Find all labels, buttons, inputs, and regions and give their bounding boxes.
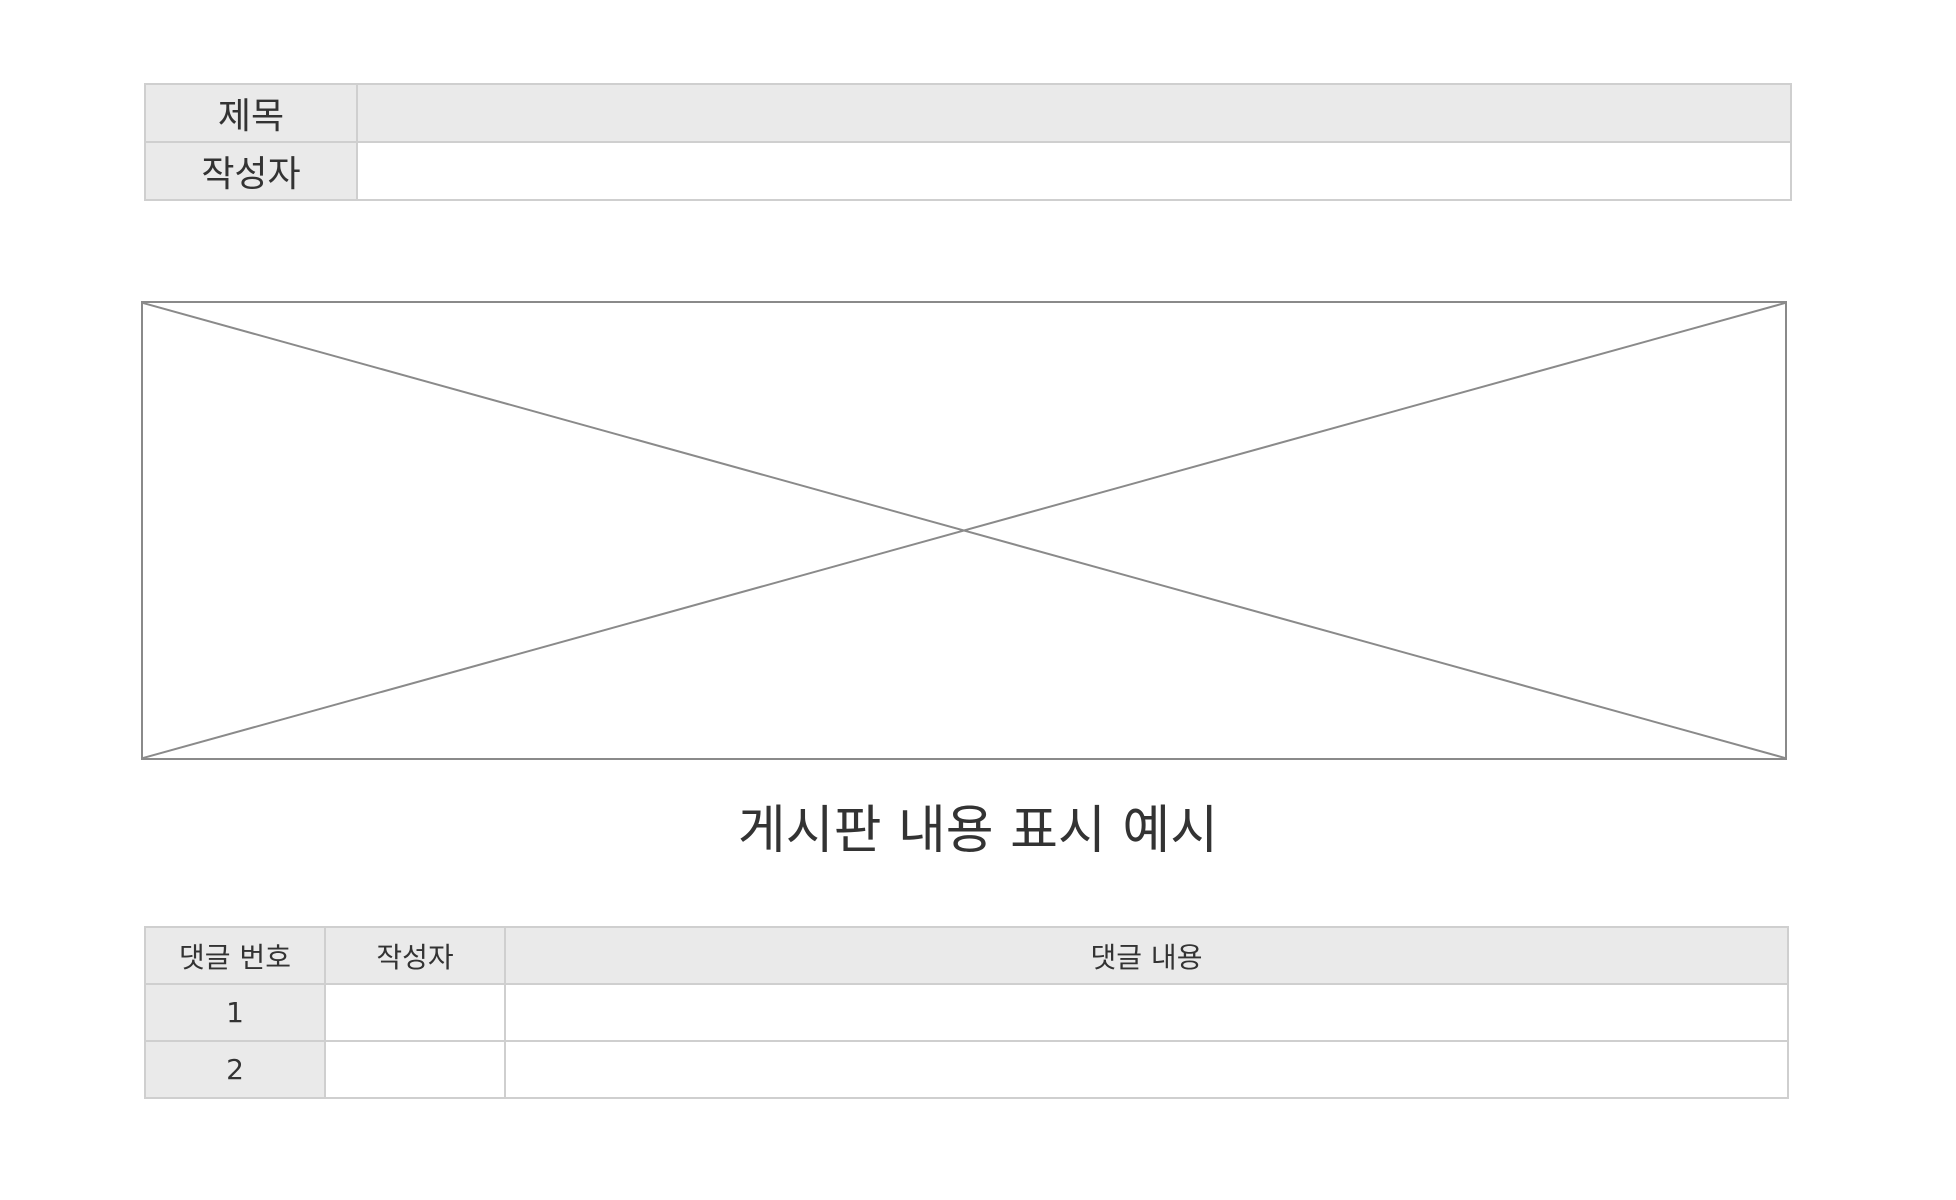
comments-header-row: 댓글 번호 작성자 댓글 내용 [144, 926, 1789, 985]
comment-content-header: 댓글 내용 [504, 926, 1789, 985]
comment-content-cell [504, 1040, 1789, 1099]
comment-number-cell: 2 [144, 1040, 326, 1099]
image-placeholder-cross-icon [143, 303, 1785, 758]
author-value [356, 141, 1792, 201]
table-row[interactable]: 2 [144, 1040, 1789, 1099]
title-value [356, 83, 1792, 143]
author-label: 작성자 [144, 141, 358, 201]
author-row: 작성자 [144, 141, 1792, 201]
comment-author-cell [324, 1040, 506, 1099]
comment-author-cell [324, 983, 506, 1042]
comment-number-cell: 1 [144, 983, 326, 1042]
table-row[interactable]: 1 [144, 983, 1789, 1042]
comment-number-header: 댓글 번호 [144, 926, 326, 985]
comments-table: 댓글 번호 작성자 댓글 내용 1 2 [144, 926, 1789, 1099]
post-content-text: 게시판 내용 표시 예시 [737, 801, 1219, 861]
comment-content-cell [504, 983, 1789, 1042]
title-row: 제목 [144, 83, 1792, 143]
image-placeholder [141, 301, 1787, 760]
post-info-table: 제목 작성자 [144, 83, 1792, 201]
comment-author-header: 작성자 [324, 926, 506, 985]
title-label: 제목 [144, 83, 358, 143]
